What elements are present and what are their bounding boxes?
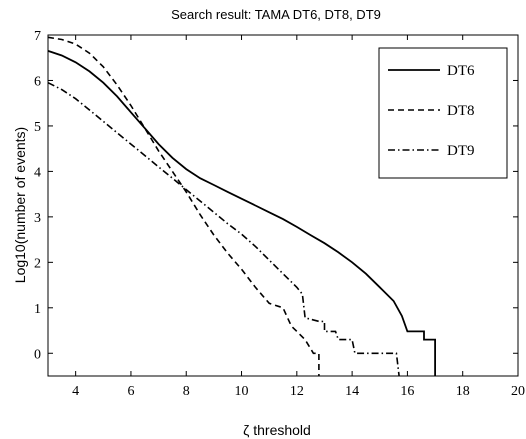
legend-label-dt6: DT6 <box>447 63 475 79</box>
x-tick-label: 8 <box>183 384 190 399</box>
y-tick-label: 4 <box>34 165 41 180</box>
legend-label-dt9: DT9 <box>447 143 475 159</box>
series-layer <box>47 36 436 377</box>
x-tick-label: 14 <box>345 384 359 399</box>
y-tick-label: 6 <box>34 74 41 89</box>
y-tick-label: 5 <box>34 120 41 135</box>
x-tick-label: 6 <box>127 384 134 399</box>
chart-title: Search result: TAMA DT6, DT8, DT9 <box>171 7 381 22</box>
x-tick-label: 18 <box>456 384 470 399</box>
series-line-dt6 <box>47 50 436 376</box>
y-tick-label: 0 <box>34 347 41 362</box>
legend-label-dt8: DT8 <box>447 103 475 119</box>
x-tick-label: 12 <box>290 384 304 399</box>
y-tick-label: 7 <box>34 29 41 44</box>
x-tick-label: 10 <box>235 384 249 399</box>
x-tick-label: 4 <box>72 384 79 399</box>
x-axis-label: ζ threshold <box>243 422 311 438</box>
x-tick-label: 16 <box>400 384 414 399</box>
y-axis-label: Log10(number of events) <box>12 127 28 283</box>
y-tick-label: 2 <box>34 256 41 271</box>
series-line-dt9 <box>47 81 400 377</box>
legend: DT6 DT8 DT9 <box>378 47 508 179</box>
y-tick-label: 3 <box>34 211 41 226</box>
y-tick-label: 1 <box>34 302 41 317</box>
series-line-dt8 <box>47 36 320 376</box>
x-tick-label: 20 <box>511 384 525 399</box>
legend-box <box>378 47 508 179</box>
